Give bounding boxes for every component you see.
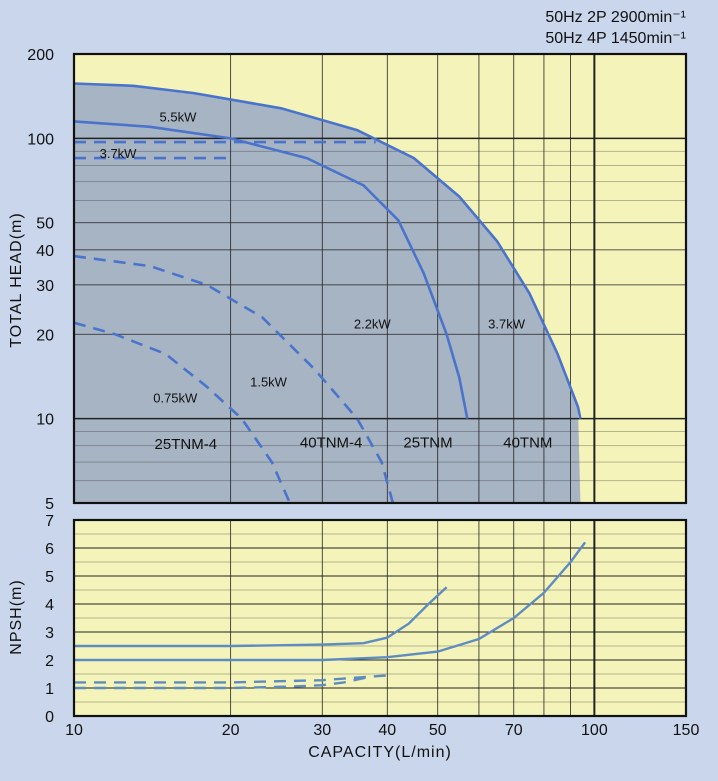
- head-curve-2: [73, 120, 469, 419]
- x-tick-label: 150: [673, 722, 700, 739]
- head-y-tick-label: 5: [45, 496, 54, 513]
- power-label: 1.5kW: [250, 375, 288, 390]
- model-label: 25TNM-4: [155, 436, 218, 453]
- npsh-y-tick-label: 2: [45, 653, 54, 670]
- model-label: 40TNM: [503, 434, 552, 451]
- x-tick-label: 100: [581, 722, 608, 739]
- x-tick-label: 70: [505, 722, 523, 739]
- power-label: 2.2kW: [354, 316, 392, 331]
- head-y-tick-label: 30: [36, 278, 54, 295]
- operating-region-40tnm: [74, 83, 581, 503]
- power-label: 3.7kW: [100, 146, 138, 161]
- npsh-curve-4: [74, 675, 370, 690]
- power-label: 0.75kW: [153, 391, 198, 406]
- header-line-1: 50Hz 2P 2900min⁻¹: [545, 9, 686, 26]
- x-tick-label: 30: [313, 722, 331, 739]
- head-y-tick-label: 40: [36, 243, 54, 260]
- npsh-y-tick-label: 1: [45, 681, 54, 698]
- head-curve-1: [73, 82, 582, 419]
- npsh-y-tick-label: 5: [45, 569, 54, 586]
- npsh-curve-3: [74, 672, 394, 684]
- x-tick-label: 10: [65, 722, 83, 739]
- head-y-tick-label: 200: [27, 47, 54, 64]
- head-y-tick-label: 100: [27, 131, 54, 148]
- head-curve-6: [73, 321, 292, 504]
- header-line-2: 50Hz 4P 1450min⁻¹: [545, 30, 686, 47]
- model-label: 40TNM-4: [300, 434, 363, 451]
- power-label: 5.5kW: [160, 109, 198, 124]
- npsh-y-tick-label: 6: [45, 541, 54, 558]
- x-tick-label: 40: [378, 722, 396, 739]
- npsh-grid: [74, 520, 686, 716]
- npsh-y-tick-label: 3: [45, 625, 54, 642]
- head-curve-5: [73, 254, 395, 504]
- x-axis-title: CAPACITY(L/min): [308, 744, 452, 761]
- x-tick-label: 20: [222, 722, 240, 739]
- power-label: 3.7kW: [488, 316, 526, 331]
- head-axis-title: TOTAL HEAD(m): [8, 212, 25, 347]
- npsh-curve-1: [74, 586, 448, 648]
- head-y-tick-label: 20: [36, 327, 54, 344]
- npsh-curve-2: [74, 541, 587, 662]
- npsh-y-tick-label: 7: [45, 513, 54, 530]
- model-label: 25TNM: [403, 434, 452, 451]
- npsh-y-tick-label: 0: [45, 709, 54, 726]
- x-tick-label: 50: [429, 722, 447, 739]
- npsh-axis-title: NPSH(m): [8, 579, 25, 654]
- head-y-tick-label: 50: [36, 216, 54, 233]
- npsh-plot-frame: [72, 518, 688, 718]
- head-plot-frame: [72, 52, 688, 505]
- npsh-y-tick-label: 4: [45, 597, 54, 614]
- head-y-tick-label: 10: [36, 412, 54, 429]
